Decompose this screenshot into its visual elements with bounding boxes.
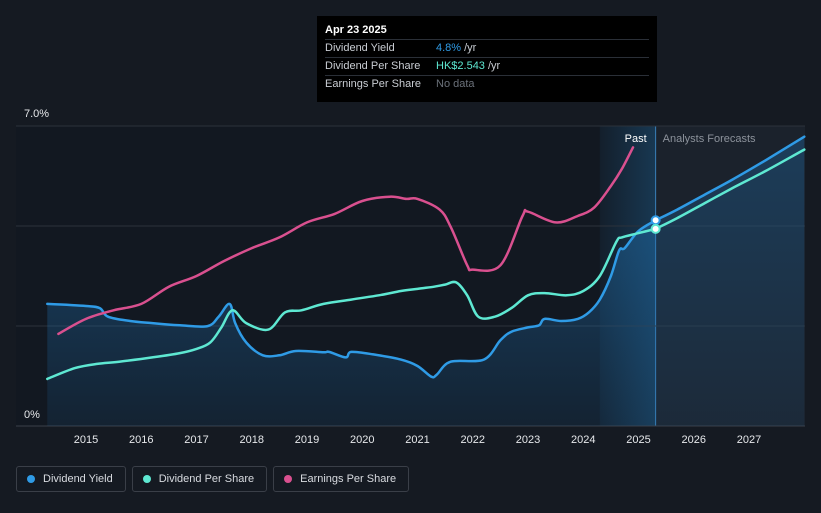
x-tick-label: 2015	[74, 434, 98, 446]
legend-dot	[284, 475, 293, 483]
tooltip: Apr 23 2025 Dividend Yield 4.8% /yr Divi…	[317, 16, 657, 102]
x-tick-label: 2022	[461, 434, 485, 446]
dividend-yield-forecast-line	[654, 135, 806, 222]
legend-label: Dividend Per Share	[158, 473, 255, 485]
x-tick-label: 2026	[682, 434, 706, 446]
legend-label: Earnings Per Share	[300, 473, 397, 485]
dividend-per-share-marker	[650, 223, 661, 234]
x-tick-label: 2021	[405, 434, 429, 446]
x-tick-label: 2020	[350, 434, 374, 446]
tooltip-label: Dividend Per Share	[325, 60, 421, 72]
x-tick-label: 2017	[184, 434, 208, 446]
tooltip-row-dividend-per-share: Dividend Per Share HK$2.543 /yr	[325, 57, 649, 75]
tooltip-unit: /yr	[487, 60, 501, 72]
dividend-per-share-forecast-line	[654, 148, 806, 231]
dividend-yield-line	[46, 219, 657, 379]
dividend-yield-marker	[650, 215, 661, 226]
tooltip-row-earnings-per-share: Earnings Per Share No data	[325, 75, 649, 93]
x-tick-label: 2016	[129, 434, 153, 446]
tooltip-label: Dividend Yield	[325, 42, 395, 54]
tooltip-unit: /yr	[464, 42, 477, 54]
legend-item-earnings-per-share[interactable]: Earnings Per Share	[273, 466, 410, 492]
legend: Dividend Yield Dividend Per Share Earnin…	[16, 466, 410, 492]
legend-item-dividend-per-share[interactable]: Dividend Per Share	[131, 466, 268, 492]
tooltip-value: HK$2.543	[436, 60, 485, 72]
tooltip-label: Earnings Per Share	[325, 78, 421, 90]
y-tick-label: 0%	[24, 409, 40, 421]
tooltip-date: Apr 23 2025	[325, 24, 387, 36]
dividend-per-share-line	[46, 227, 657, 381]
x-tick-label: 2023	[516, 434, 540, 446]
earnings-per-share-line	[57, 146, 635, 336]
legend-dot	[142, 475, 151, 483]
tooltip-value: No data	[436, 78, 475, 90]
legend-label: Dividend Yield	[43, 473, 113, 485]
past-label: Past	[625, 133, 647, 145]
x-tick-label: 2019	[295, 434, 319, 446]
tooltip-value: 4.8%	[436, 42, 462, 54]
legend-item-dividend-yield[interactable]: Dividend Yield	[16, 466, 126, 492]
x-tick-label: 2027	[737, 434, 761, 446]
legend-dot	[27, 475, 35, 483]
x-tick-label: 2018	[240, 434, 264, 446]
y-tick-label: 7.0%	[24, 108, 49, 120]
x-tick-label: 2024	[571, 434, 595, 446]
forecast-label: Analysts Forecasts	[663, 133, 756, 145]
tooltip-row-dividend-yield: Dividend Yield 4.8% /yr	[325, 39, 649, 57]
dividend-yield-area	[47, 220, 656, 426]
x-tick-label: 2025	[626, 434, 650, 446]
